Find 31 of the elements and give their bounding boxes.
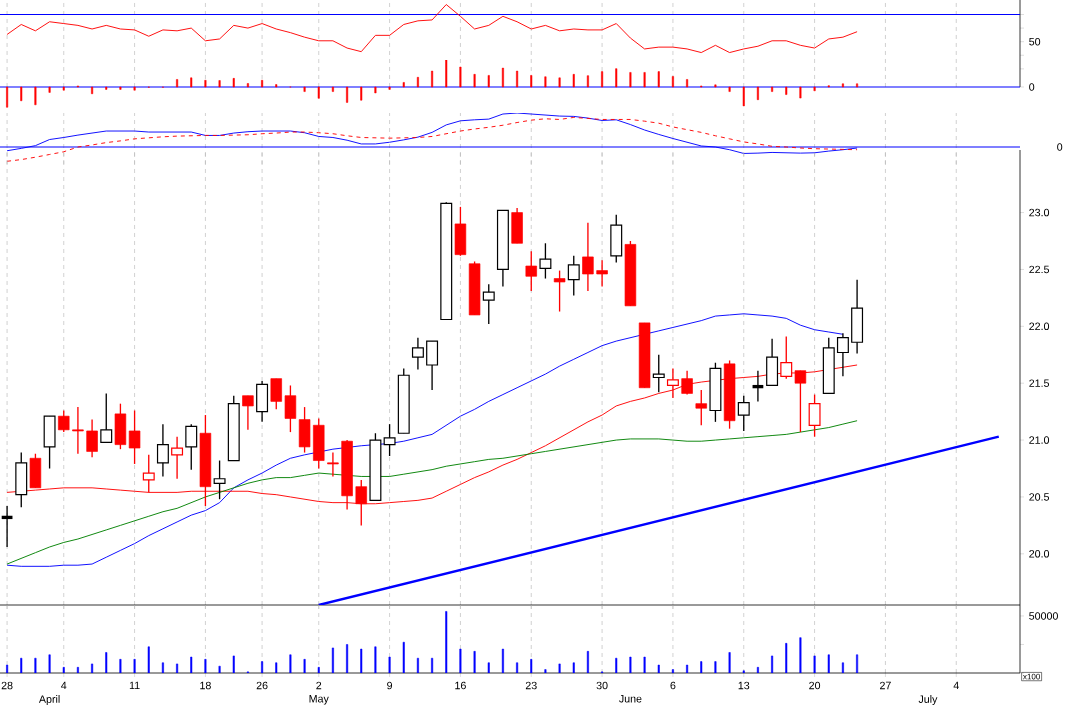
y-tick-label: 21.0 (1029, 436, 1050, 444)
text: 0 (1057, 143, 1063, 151)
x-tick-label: 9 (387, 681, 393, 690)
text: July (918, 695, 938, 705)
text: April (38, 695, 60, 705)
y-tick-label: 20.5 (1029, 493, 1050, 501)
x-tick-label: 2 (316, 681, 322, 690)
y-tick-label: 21.5 (1029, 379, 1050, 387)
text: May (309, 695, 329, 705)
x-tick-label: 11 (129, 681, 140, 690)
x-tick-label: 6 (670, 681, 676, 690)
y-tick-label: 23.0 (1029, 208, 1050, 217)
x-tick-label: 30 (596, 681, 608, 690)
x-tick-label: 13 (738, 681, 750, 690)
y-tick-label: 22.0 (1029, 322, 1050, 331)
x-tick-label: 20 (809, 681, 821, 690)
y-tick-label: 50 (1029, 37, 1041, 46)
x-tick-label: 4 (953, 681, 959, 690)
x-tick-label: 16 (455, 681, 466, 690)
x-tick-label: 23 (525, 681, 537, 690)
y-tick-label: 50000 (1029, 612, 1058, 620)
text: x100 (1023, 673, 1040, 680)
x-tick-label: 26 (256, 681, 268, 690)
x-tick-label: 28 (1, 681, 13, 690)
y-tick-label: 22.5 (1029, 265, 1050, 274)
y-tick-label: 20.0 (1029, 550, 1050, 558)
y-tick-label: 0 (1029, 83, 1035, 91)
x-tick-label: 27 (880, 681, 891, 690)
x-tick-label: 18 (200, 681, 211, 690)
text: June (619, 695, 642, 703)
x-tick-label: 4 (61, 681, 67, 690)
